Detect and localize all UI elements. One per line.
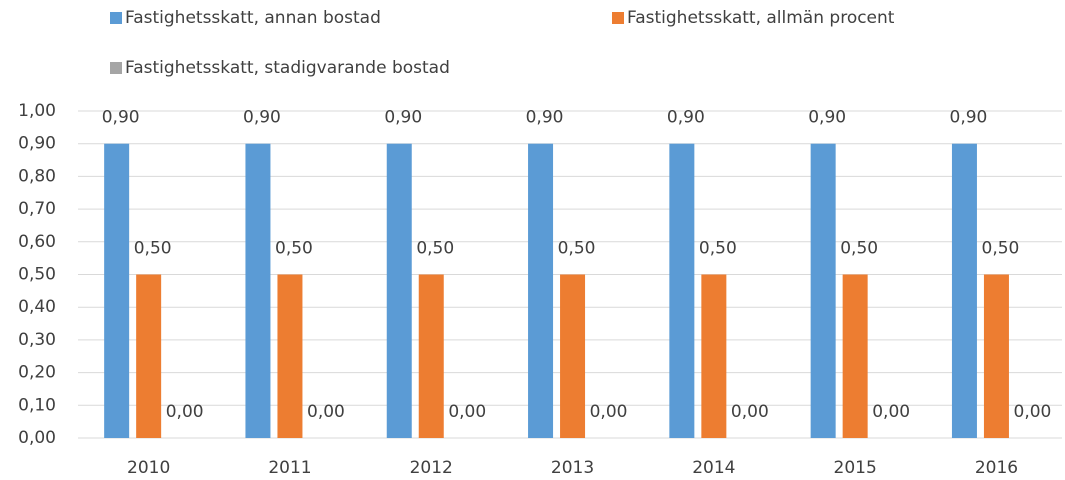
x-tick-label: 2016: [975, 458, 1018, 478]
y-tick-label: 0,80: [18, 166, 56, 186]
x-tick-label: 2015: [834, 458, 877, 478]
y-tick-label: 0,60: [18, 232, 56, 252]
y-tick-label: 0,00: [18, 428, 56, 448]
bar: [951, 143, 977, 438]
value-label: 0,00: [731, 402, 769, 422]
bar: [418, 274, 444, 438]
value-label: 0,50: [982, 239, 1020, 259]
bar: [983, 274, 1009, 438]
legend-swatch: [110, 62, 122, 74]
bar: [245, 143, 271, 438]
x-tick-label: 2014: [692, 458, 735, 478]
value-label: 0,50: [699, 239, 737, 259]
legend-label: Fastighetsskatt, stadigvarande bostad: [125, 58, 450, 78]
value-label: 0,00: [307, 402, 345, 422]
value-label: 0,50: [416, 239, 454, 259]
value-label: 0,50: [840, 239, 878, 259]
bar: [136, 274, 162, 438]
x-tick-label: 2010: [127, 458, 170, 478]
bar: [669, 143, 695, 438]
value-label: 0,00: [590, 402, 628, 422]
y-tick-label: 0,20: [18, 363, 56, 383]
value-label: 0,00: [166, 402, 204, 422]
value-label: 0,50: [134, 239, 172, 259]
value-label: 0,90: [667, 108, 705, 128]
y-tick-label: 1,00: [18, 101, 56, 121]
x-tick-label: 2011: [268, 458, 311, 478]
bar: [842, 274, 868, 438]
value-label: 0,90: [102, 108, 140, 128]
y-tick-label: 0,90: [18, 134, 56, 154]
y-tick-label: 0,50: [18, 265, 56, 285]
bar: [560, 274, 586, 438]
value-label: 0,00: [448, 402, 486, 422]
bar: [701, 274, 727, 438]
y-tick-label: 0,40: [18, 297, 56, 317]
x-tick-label: 2013: [551, 458, 594, 478]
bar: [528, 143, 554, 438]
value-label: 0,90: [808, 108, 846, 128]
value-label: 0,50: [558, 239, 596, 259]
value-label: 0,90: [526, 108, 564, 128]
value-label: 0,90: [950, 108, 988, 128]
bar: [277, 274, 303, 438]
bar: [386, 143, 412, 438]
y-tick-label: 0,10: [18, 395, 56, 415]
value-label: 0,90: [384, 108, 422, 128]
value-label: 0,50: [275, 239, 313, 259]
legend-swatch: [612, 12, 624, 24]
legend-label: Fastighetsskatt, annan bostad: [125, 8, 381, 28]
value-label: 0,90: [243, 108, 281, 128]
bar: [810, 143, 836, 438]
legend-swatch: [110, 12, 122, 24]
y-tick-label: 0,70: [18, 199, 56, 219]
y-tick-label: 0,30: [18, 330, 56, 350]
bar: [104, 143, 130, 438]
value-label: 0,00: [1014, 402, 1052, 422]
legend-label: Fastighetsskatt, allmän procent: [627, 8, 895, 28]
value-label: 0,00: [872, 402, 910, 422]
x-tick-label: 2012: [410, 458, 453, 478]
